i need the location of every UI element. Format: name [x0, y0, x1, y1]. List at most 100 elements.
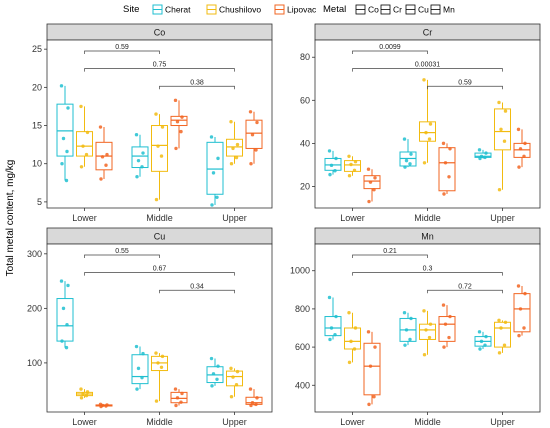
- data-point: [140, 375, 144, 380]
- data-point: [231, 375, 235, 379]
- data-point: [234, 383, 239, 387]
- bracket-line: [84, 50, 160, 54]
- data-point: [173, 98, 178, 103]
- data-point: [403, 165, 407, 169]
- panel-cr: Cr 20 40 60 80 Lower Middle Upper 0.0099 0.00031 0…: [300, 23, 541, 223]
- p-value-label: 0.75: [153, 62, 167, 69]
- data-point: [428, 122, 433, 126]
- box-cu-middle-chushilovo: [151, 351, 168, 403]
- p-value-label: 0.55: [115, 248, 129, 255]
- data-point: [180, 115, 184, 119]
- data-point: [160, 125, 165, 129]
- data-point: [353, 159, 358, 164]
- box-cr-upper-lipovac: [513, 127, 531, 169]
- data-point: [160, 354, 165, 359]
- comparison-bracket: 0.59: [427, 79, 503, 90]
- data-point: [499, 127, 503, 132]
- data-point: [154, 351, 158, 355]
- box-iqr: [494, 108, 511, 151]
- data-point: [250, 132, 255, 137]
- data-point: [402, 311, 407, 315]
- data-point: [428, 322, 433, 326]
- y-tick-label: 300: [27, 249, 42, 259]
- x-tick-label: Upper: [222, 417, 247, 427]
- data-point: [409, 152, 413, 156]
- data-point: [215, 195, 219, 200]
- data-point: [478, 156, 482, 161]
- data-point: [484, 151, 488, 155]
- data-point: [255, 120, 259, 125]
- data-point: [367, 199, 371, 204]
- data-point: [404, 328, 409, 332]
- data-point: [216, 156, 220, 161]
- box-cr-upper-cherat: [474, 148, 492, 161]
- y-tick-label: 40: [300, 138, 310, 148]
- data-point: [523, 291, 527, 296]
- data-point: [477, 148, 482, 152]
- y-tick-label: 60: [300, 95, 310, 105]
- box-co-middle-cherat: [131, 132, 149, 179]
- data-point: [422, 353, 427, 357]
- y-tick-label: 200: [27, 303, 42, 313]
- panel-title: Mn: [421, 232, 434, 242]
- data-point: [442, 192, 446, 196]
- data-point: [249, 162, 253, 166]
- data-point: [522, 154, 526, 159]
- p-value-label: 0.21: [383, 248, 397, 255]
- data-point: [366, 330, 371, 334]
- data-point: [441, 141, 446, 146]
- data-point: [180, 391, 184, 396]
- data-point: [516, 127, 521, 132]
- data-point: [79, 165, 84, 169]
- y-tick-label: 100: [27, 358, 42, 368]
- data-point: [502, 343, 507, 347]
- data-point: [141, 351, 145, 356]
- box-cr-lower-chushilovo: [344, 154, 361, 178]
- data-point: [249, 403, 253, 408]
- data-point: [250, 401, 255, 405]
- data-point: [347, 154, 351, 159]
- data-point: [159, 154, 164, 158]
- data-point: [503, 320, 508, 324]
- data-point: [352, 168, 357, 173]
- box-iqr: [131, 354, 149, 385]
- data-point: [442, 345, 446, 349]
- data-point: [66, 283, 70, 288]
- data-point: [64, 345, 69, 350]
- bracket-line: [352, 68, 503, 72]
- legend-metal-label: Co: [368, 5, 379, 15]
- data-point: [366, 167, 371, 171]
- data-point: [334, 156, 338, 161]
- legend-site-label: Cherat: [165, 5, 191, 15]
- box-cr-lower-lipovac: [363, 167, 381, 204]
- data-point: [140, 165, 144, 169]
- data-point: [443, 161, 448, 165]
- data-point: [81, 392, 85, 396]
- box-cu-middle-cherat: [131, 344, 149, 391]
- box-iqr: [226, 138, 243, 157]
- data-point: [367, 402, 371, 407]
- data-point: [254, 402, 258, 407]
- data-point: [483, 343, 487, 347]
- legend-site-key-lipovac: Lipovac: [274, 4, 317, 15]
- y-tick-label: 20: [32, 82, 42, 92]
- bracket-line: [427, 85, 503, 90]
- data-point: [104, 163, 108, 167]
- data-point: [174, 146, 178, 151]
- box-co-middle-lipovac: [170, 98, 188, 151]
- data-point: [479, 339, 484, 344]
- box-iqr: [170, 391, 188, 404]
- y-tick-label: 20: [300, 181, 310, 191]
- data-point: [478, 347, 482, 351]
- box-mn-lower-chushilovo: [344, 311, 361, 365]
- y-tick-label: 600: [295, 342, 310, 352]
- comparison-bracket: 0.3: [352, 266, 503, 276]
- box-co-upper-cherat: [206, 135, 224, 207]
- box-iqr: [56, 298, 74, 342]
- p-value-label: 0.3: [423, 266, 433, 273]
- y-tick-label: 400: [295, 380, 310, 390]
- bracket-line: [84, 68, 235, 72]
- box-mn-upper-chushilovo: [494, 318, 511, 355]
- box-iqr: [494, 321, 511, 348]
